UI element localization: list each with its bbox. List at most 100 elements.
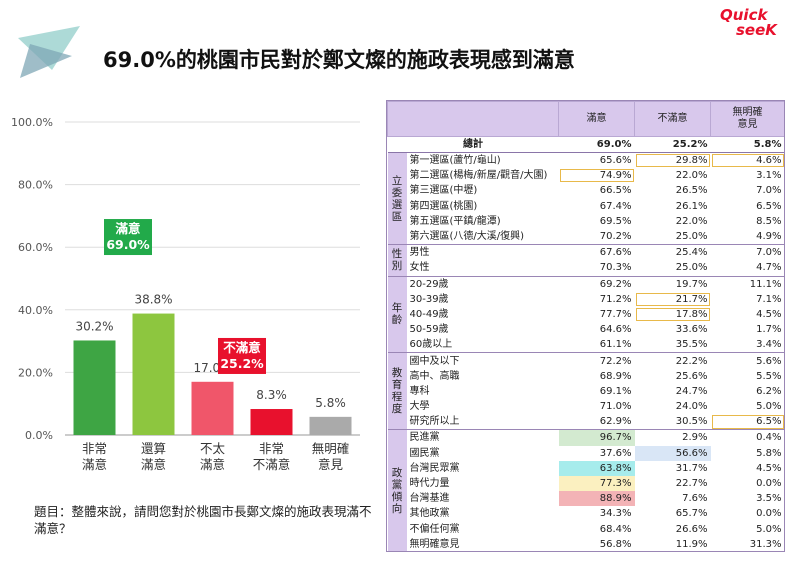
- satisfied-value: 37.6%: [599, 447, 632, 459]
- bar: [250, 409, 293, 435]
- satisfied-value: 68.4%: [599, 523, 632, 535]
- bar: [132, 313, 175, 435]
- bar-value-label: 38.8%: [134, 293, 172, 307]
- no-opinion-value: 1.7%: [756, 324, 782, 336]
- row-label: 不偏任何黨: [409, 523, 460, 535]
- category-label: 滿意: [82, 457, 107, 472]
- y-tick-label: 80.0%: [18, 179, 53, 192]
- table-row: 高中、高職 68.9% 25.6% 5.5%: [388, 369, 785, 384]
- no-opinion-value: 31.3%: [710, 536, 784, 551]
- no-opinion-value: 4.7%: [710, 260, 784, 277]
- category-label: 意見: [318, 457, 344, 472]
- row-label: 國中及以下: [409, 355, 460, 367]
- table-row: 第五選區(平鎮/龍潭) 69.5% 22.0% 8.5%: [388, 214, 785, 229]
- satisfied-value: 72.2%: [599, 355, 632, 367]
- row-label: 30-39歲: [409, 293, 449, 305]
- no-opinion-value: 0.0%: [756, 508, 782, 520]
- no-opinion-value: 0.4%: [756, 432, 782, 444]
- no-opinion-value: 3.5%: [756, 493, 782, 505]
- satisfied-value: 70.2%: [558, 228, 635, 246]
- no-opinion-value: 6.5%: [756, 200, 782, 212]
- row-label: 專科: [409, 385, 430, 397]
- category-label: 非常: [82, 441, 107, 456]
- category-label: 滿意: [141, 457, 166, 472]
- dissatisfied-value: 25.6%: [675, 370, 708, 382]
- table-row: 第六選區(八德/大溪/復興) 70.2% 25.0% 4.9%: [388, 228, 784, 246]
- table-row: 大學 71.0% 24.0% 5.0%: [388, 399, 785, 414]
- no-opinion-value: 0.0%: [756, 478, 782, 490]
- satisfied-value: 63.8%: [558, 460, 635, 476]
- logo-text-top: Quick: [720, 6, 768, 24]
- total-value: 5.8%: [710, 136, 784, 153]
- dissatisfied-value: 26.1%: [675, 200, 708, 212]
- page-title: 69.0%的桃園市民對於鄭文燦的施政表現感到滿意: [103, 48, 575, 72]
- no-opinion-value: 7.0%: [756, 185, 782, 197]
- satisfied-value: 66.5%: [599, 185, 632, 197]
- table-row: 女性 70.3% 25.0% 4.7%: [388, 260, 784, 277]
- table-row: 時代力量 77.3% 22.7% 0.0%: [388, 475, 785, 492]
- dissatisfied-value: 19.7%: [675, 278, 708, 290]
- table-row: 立委選區 第一選區(蘆竹/龜山) 65.6% 29.8% 4.6%: [387, 152, 785, 246]
- y-tick-label: 40.0%: [18, 304, 53, 317]
- category-label: 還算: [141, 441, 166, 456]
- dissatisfied-value: 31.7%: [675, 462, 708, 474]
- table-row: 第三選區(中壢) 66.5% 26.5% 7.0%: [388, 183, 785, 198]
- satisfied-value: 96.7%: [558, 429, 635, 446]
- table-header-row: 滿意 不滿意 無明確 意見: [387, 101, 784, 137]
- row-label: 第四選區(桃園): [409, 200, 478, 212]
- no-opinion-value: 6.2%: [756, 385, 782, 397]
- satisfied-value: 88.9%: [558, 491, 635, 507]
- satisfied-value: 65.6%: [599, 155, 632, 167]
- no-opinion-value: 4.6%: [711, 153, 785, 169]
- row-label: 大學: [409, 401, 430, 413]
- table-row: 台灣民眾黨 63.8% 31.7% 4.5%: [388, 460, 785, 476]
- total-row: 總計 69.0% 25.2% 5.8%: [387, 136, 784, 153]
- table-row: 40-49歲 77.7% 17.8% 4.5%: [388, 307, 785, 322]
- row-label: 第三選區(中壢): [409, 185, 478, 197]
- row-label: 20-29歲: [409, 278, 449, 290]
- row-label: 第六選區(八德/大溪/復興): [406, 228, 559, 246]
- row-label: 第一選區(蘆竹/龜山): [409, 155, 501, 167]
- y-tick-label: 100.0%: [11, 116, 53, 129]
- satisfied-value: 69.2%: [599, 278, 632, 290]
- table-row: 國民黨 37.6% 56.6% 5.8%: [388, 445, 785, 461]
- y-tick-label: 0.0%: [25, 429, 53, 442]
- no-opinion-value: 7.1%: [756, 293, 782, 305]
- group-label: 性別: [387, 244, 407, 277]
- table-row: 50-59歲 64.6% 33.6% 1.7%: [388, 322, 785, 337]
- satisfied-value: 62.9%: [558, 414, 635, 431]
- dissatisfied-value: 11.9%: [634, 536, 711, 551]
- satisfied-value: 71.0%: [599, 401, 632, 413]
- row-label: 女性: [406, 260, 559, 277]
- table-row: 第二選區(楊梅/新屋/觀音/大園) 74.9% 22.0% 3.1%: [388, 168, 785, 183]
- row-label: 40-49歲: [409, 308, 449, 320]
- row-label: 男性: [409, 247, 430, 259]
- dissatisfied-value: 35.5%: [634, 337, 711, 354]
- satisfied-value: 67.6%: [599, 247, 632, 259]
- category-label: 無明確: [312, 441, 350, 456]
- bar-value-label: 8.3%: [256, 388, 287, 402]
- row-label: 國民黨: [409, 447, 440, 459]
- bar-value-label: 30.2%: [75, 319, 113, 333]
- satisfied-value: 69.5%: [599, 215, 632, 227]
- table-row: 台灣基進 88.9% 7.6% 3.5%: [388, 491, 785, 507]
- category-label: 不太: [200, 441, 226, 456]
- satisfied-value: 74.9%: [559, 168, 635, 183]
- row-label: 無明確意見: [406, 536, 559, 551]
- no-opinion-value: 3.4%: [710, 337, 784, 354]
- row-label: 50-59歲: [409, 324, 449, 336]
- dissatisfied-value: 33.6%: [675, 324, 708, 336]
- satisfied-value: 64.6%: [599, 324, 632, 336]
- satisfied-value: 69.1%: [599, 385, 632, 397]
- dissatisfied-value: 26.5%: [675, 185, 708, 197]
- summary-badge: [218, 337, 266, 374]
- col-header-no-opinion: 無明確 意見: [710, 101, 784, 137]
- dissatisfied-value: 30.5%: [634, 414, 711, 431]
- group-label: 立委選區: [387, 152, 407, 246]
- group-label: 教育程度: [387, 352, 407, 431]
- summary-badge: [104, 219, 152, 256]
- satisfied-value: 70.3%: [558, 260, 635, 277]
- satisfied-value: 68.9%: [599, 370, 632, 382]
- row-label: 其他政黨: [409, 508, 450, 520]
- table-row: 研究所以上 62.9% 30.5% 6.5%: [388, 414, 784, 431]
